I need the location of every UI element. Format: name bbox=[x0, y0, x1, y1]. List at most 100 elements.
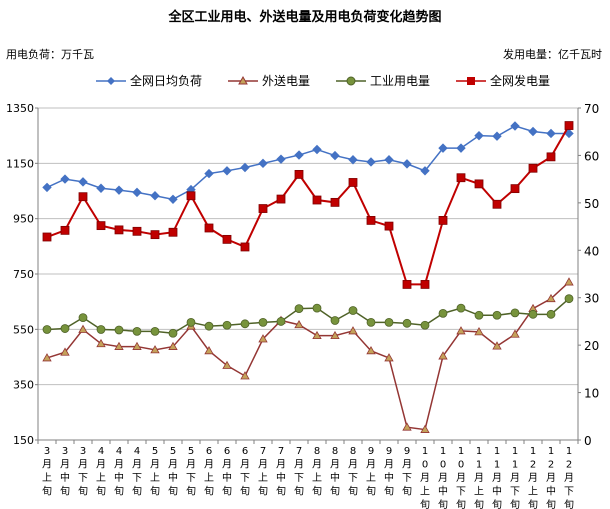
data-point bbox=[258, 317, 268, 327]
x-tick-label: 6 bbox=[242, 446, 248, 457]
x-tick-label: 中 bbox=[438, 485, 448, 498]
data-point bbox=[474, 327, 484, 336]
data-point bbox=[168, 341, 178, 350]
left-axis-unit: 用电负荷：万千瓦 bbox=[6, 48, 94, 61]
x-tick-label: 5 bbox=[152, 446, 158, 457]
data-point bbox=[114, 341, 124, 350]
data-point bbox=[60, 324, 70, 333]
data-point bbox=[384, 317, 394, 327]
data-point bbox=[330, 150, 340, 161]
x-tick-label: 中 bbox=[546, 485, 556, 498]
data-point bbox=[294, 150, 304, 160]
data-point bbox=[438, 216, 448, 225]
x-tick-label: 旬 bbox=[240, 485, 250, 498]
x-tick-label: 4 bbox=[134, 446, 140, 457]
data-point bbox=[312, 303, 322, 313]
legend-marker bbox=[336, 76, 367, 85]
x-tick-label: 月 bbox=[114, 459, 124, 471]
x-tick-label: 上 bbox=[528, 486, 538, 498]
left-tick-label: 1150 bbox=[6, 157, 34, 170]
x-tick-label: 月 bbox=[96, 459, 106, 471]
data-point bbox=[114, 325, 124, 335]
data-point bbox=[222, 234, 232, 244]
data-point bbox=[240, 242, 250, 252]
x-tick-label: 月 bbox=[348, 459, 358, 471]
x-tick-label: 旬 bbox=[384, 485, 394, 498]
data-point bbox=[204, 321, 214, 331]
data-point bbox=[474, 310, 484, 320]
x-tick-label: 8 bbox=[314, 446, 320, 457]
x-tick-label: 旬 bbox=[312, 485, 322, 498]
x-tick-label: 1 bbox=[440, 446, 446, 457]
x-tick-label: 月 bbox=[132, 459, 142, 471]
right-tick-label: 10 bbox=[584, 387, 599, 401]
x-tick-label: 旬 bbox=[150, 485, 160, 498]
data-point bbox=[222, 166, 232, 176]
x-tick-label: 月 bbox=[420, 472, 430, 484]
data-point bbox=[258, 334, 268, 343]
data-point bbox=[294, 319, 304, 329]
x-tick-label: 上 bbox=[150, 472, 160, 484]
x-tick-label: 1 bbox=[512, 446, 518, 457]
legend-label: 全网日均负荷 bbox=[130, 74, 203, 88]
x-tick-label: 月 bbox=[384, 459, 394, 471]
data-point bbox=[510, 329, 520, 338]
legend-marker bbox=[456, 76, 487, 85]
left-tick-label: 150 bbox=[13, 434, 34, 447]
x-tick-label: 1 bbox=[512, 460, 518, 471]
series-line-3 bbox=[46, 298, 570, 335]
x-tick-label: 旬 bbox=[204, 485, 214, 498]
data-point bbox=[474, 179, 484, 189]
data-point bbox=[42, 232, 52, 242]
legend-item: 工业用电量 bbox=[336, 72, 430, 89]
x-tick-label: 月 bbox=[510, 472, 520, 484]
x-tick-label: 7 bbox=[296, 446, 302, 457]
x-tick-label: 下 bbox=[456, 487, 466, 498]
x-tick-label: 4 bbox=[116, 446, 122, 457]
x-tick-label: 旬 bbox=[168, 485, 178, 498]
x-tick-label: 旬 bbox=[96, 485, 106, 498]
x-tick-label: 下 bbox=[510, 487, 520, 498]
x-tick-label: 旬 bbox=[330, 485, 340, 498]
x-tick-label: 月 bbox=[222, 459, 232, 471]
x-tick-label: 月 bbox=[366, 459, 376, 471]
data-point bbox=[438, 143, 448, 153]
x-tick-label: 旬 bbox=[186, 485, 196, 498]
data-point bbox=[204, 346, 214, 355]
data-point bbox=[330, 330, 340, 340]
x-tick-label: 1 bbox=[530, 446, 536, 457]
data-point bbox=[132, 187, 142, 198]
x-tick-label: 月 bbox=[60, 459, 70, 471]
x-tick-label: 旬 bbox=[438, 498, 448, 509]
data-point bbox=[510, 121, 520, 131]
x-tick-label: 月 bbox=[312, 459, 322, 471]
data-point bbox=[546, 128, 556, 139]
x-tick-label: 旬 bbox=[564, 498, 574, 509]
x-tick-label: 8 bbox=[350, 446, 356, 457]
data-point bbox=[132, 326, 142, 336]
x-tick-label: 月 bbox=[240, 459, 250, 471]
right-tick-label: 70 bbox=[584, 102, 599, 116]
data-point bbox=[330, 316, 340, 325]
x-tick-label: 月 bbox=[204, 459, 214, 471]
data-point bbox=[528, 126, 538, 137]
data-point bbox=[564, 277, 574, 286]
x-tick-label: 上 bbox=[474, 486, 484, 498]
legend-item: 全网发电量 bbox=[456, 72, 550, 89]
data-point bbox=[366, 216, 376, 225]
x-tick-label: 下 bbox=[402, 473, 412, 484]
data-point bbox=[276, 154, 286, 164]
x-tick-label: 旬 bbox=[78, 485, 88, 498]
legend-label: 工业用电量 bbox=[370, 74, 431, 88]
x-tick-label: 中 bbox=[384, 471, 394, 484]
x-tick-label: 旬 bbox=[546, 498, 556, 509]
x-tick-label: 下 bbox=[294, 473, 304, 484]
x-tick-label: 5 bbox=[170, 446, 176, 457]
data-point bbox=[438, 351, 448, 360]
data-point bbox=[492, 310, 502, 320]
x-tick-label: 中 bbox=[60, 471, 70, 484]
data-point bbox=[78, 192, 88, 202]
data-point bbox=[96, 183, 106, 193]
